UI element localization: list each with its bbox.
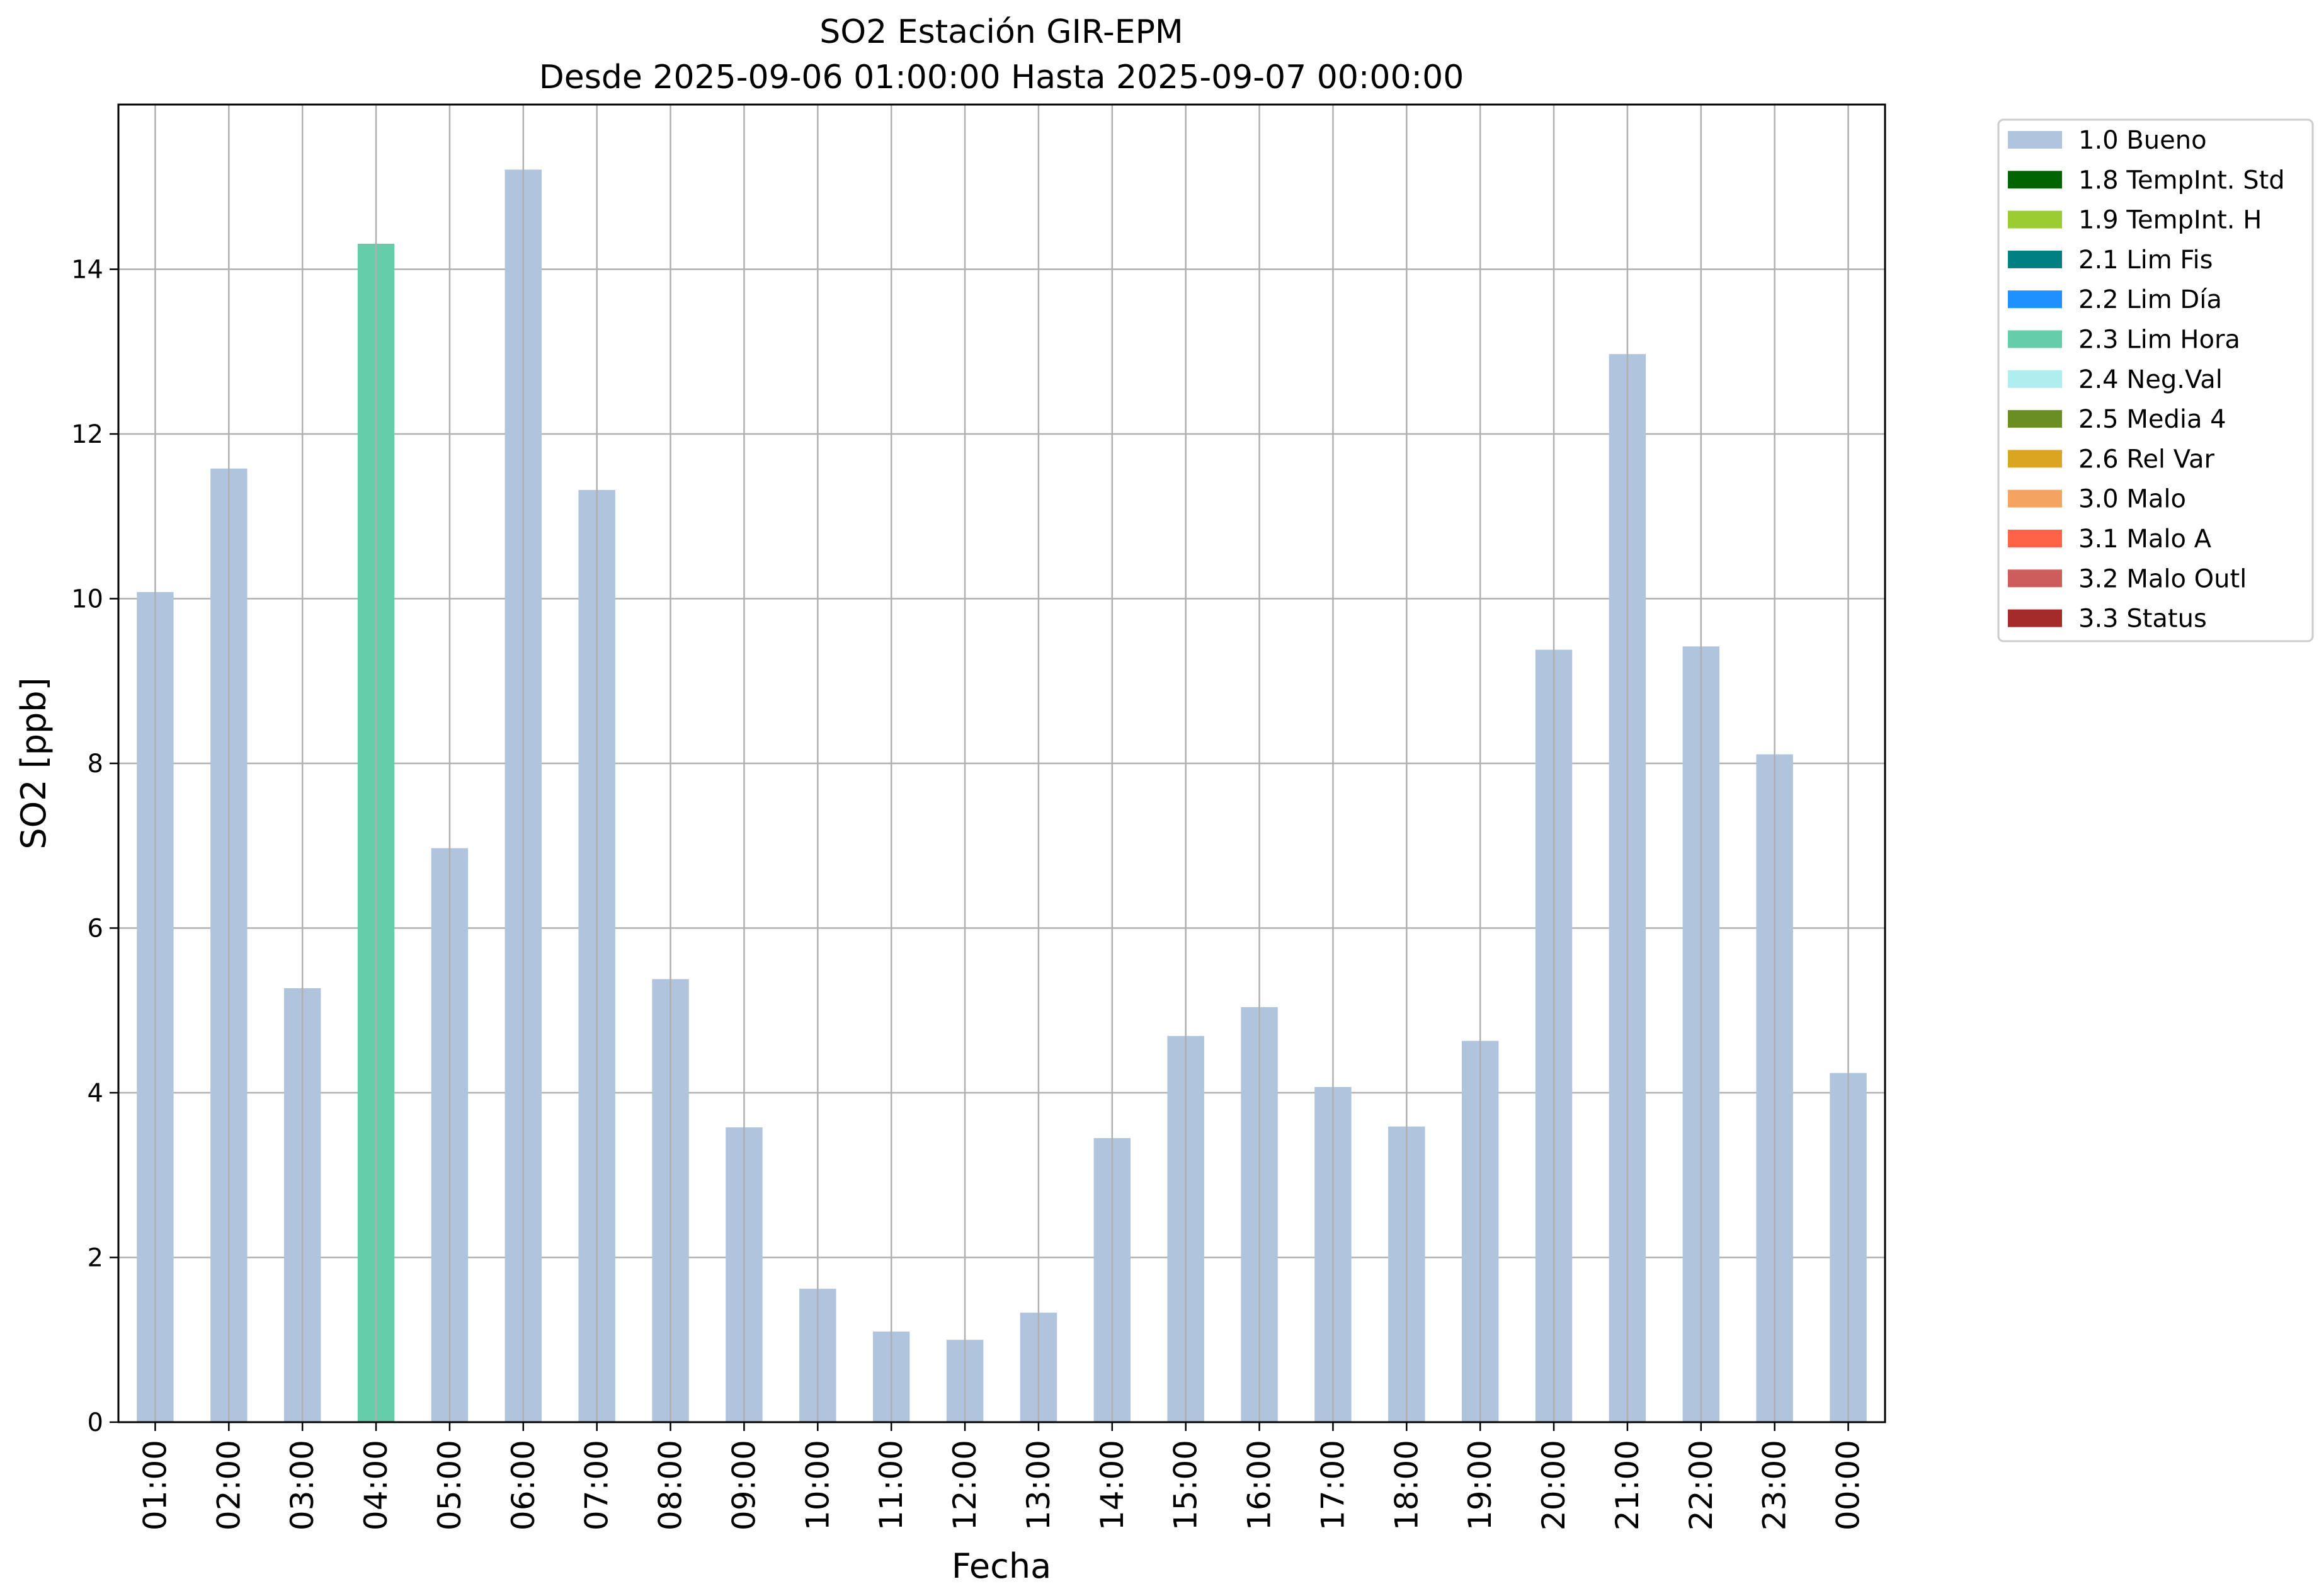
y-tick-label: 8 xyxy=(88,750,103,778)
legend-box xyxy=(1997,118,2314,642)
x-tick-label: 10:00 xyxy=(799,1440,836,1530)
legend-label: 2.4 Neg.Val xyxy=(2078,365,2223,394)
x-tick-label: 15:00 xyxy=(1168,1440,1204,1530)
y-axis-ticks: 0 2 4 6 8 10 12 14 xyxy=(71,256,118,1437)
x-tick-label: 12:00 xyxy=(947,1440,983,1530)
legend-label: 3.1 Malo A xyxy=(2078,525,2212,554)
y-tick-label: 2 xyxy=(88,1244,103,1273)
y-tick-label: 10 xyxy=(71,585,103,614)
legend-label: 1.9 TempInt. H xyxy=(2078,206,2262,235)
legend: 1.0 Bueno 1.8 TempInt. Std 1.9 TempInt. H 2… xyxy=(1997,118,2314,642)
chart-title: SO2 Estación GIR-EPM xyxy=(819,13,1183,51)
x-tick-label: 04:00 xyxy=(358,1440,394,1530)
legend-label: 2.2 Lim Día xyxy=(2078,285,2222,314)
x-tick-label: 08:00 xyxy=(652,1440,689,1530)
y-tick-label: 12 xyxy=(71,420,103,449)
x-tick-label: 01:00 xyxy=(137,1440,173,1530)
legend-swatch xyxy=(2008,370,2062,388)
legend-swatch xyxy=(2008,530,2062,547)
x-tick-label: 03:00 xyxy=(284,1440,321,1530)
x-tick-label: 14:00 xyxy=(1094,1440,1131,1530)
legend-swatch xyxy=(2008,290,2062,309)
legend-swatch xyxy=(2008,410,2062,428)
x-tick-label: 18:00 xyxy=(1388,1440,1425,1530)
legend-swatch xyxy=(2008,171,2062,189)
y-tick-label: 0 xyxy=(88,1408,103,1437)
legend-swatch xyxy=(2008,450,2062,468)
y-tick-label: 14 xyxy=(71,256,103,285)
legend-swatch xyxy=(2008,489,2062,508)
y-axis-label: SO2 [ppb] xyxy=(14,677,54,849)
y-tick-label: 4 xyxy=(88,1079,103,1108)
bars-group xyxy=(137,169,1867,1423)
legend-label: 2.1 Lim Fis xyxy=(2078,246,2213,275)
legend-label: 1.8 TempInt. Std xyxy=(2078,166,2285,195)
legend-swatch xyxy=(2008,250,2062,268)
chart-subtitle: Desde 2025-09-06 01:00:00 Hasta 2025-09-… xyxy=(539,59,1464,96)
x-tick-label: 05:00 xyxy=(431,1440,468,1530)
legend-label: 3.0 Malo xyxy=(2078,485,2186,514)
x-tick-label: 07:00 xyxy=(579,1440,615,1530)
legend-label: 3.3 Status xyxy=(2078,605,2207,634)
legend-label: 2.5 Media 4 xyxy=(2078,405,2226,434)
legend-label: 1.0 Bueno xyxy=(2078,126,2207,155)
legend-swatch xyxy=(2008,131,2062,149)
x-tick-label: 19:00 xyxy=(1462,1440,1498,1530)
x-tick-label: 21:00 xyxy=(1609,1440,1646,1530)
x-tick-label: 22:00 xyxy=(1683,1440,1719,1530)
x-tick-label: 13:00 xyxy=(1020,1440,1057,1530)
x-tick-label: 17:00 xyxy=(1314,1440,1351,1530)
grid-lines xyxy=(118,268,1885,1423)
legend-swatch xyxy=(2008,330,2062,348)
legend-label: 2.6 Rel Var xyxy=(2078,445,2215,474)
x-axis-label: Fecha xyxy=(952,1546,1051,1586)
x-tick-label: 09:00 xyxy=(726,1440,762,1530)
x-tick-label: 16:00 xyxy=(1241,1440,1278,1530)
x-tick-label: 00:00 xyxy=(1830,1440,1867,1530)
x-tick-label: 06:00 xyxy=(505,1440,542,1530)
x-tick-label: 11:00 xyxy=(873,1440,909,1530)
y-tick-label: 6 xyxy=(88,915,103,943)
x-tick-label: 23:00 xyxy=(1757,1440,1793,1530)
legend-label: 2.3 Lim Hora xyxy=(2078,326,2240,355)
vertical-grid-lines xyxy=(154,105,1849,1422)
legend-swatch xyxy=(2008,210,2062,229)
x-tick-label: 02:00 xyxy=(210,1440,247,1530)
legend-label: 3.2 Malo Outl xyxy=(2078,564,2247,593)
legend-swatch xyxy=(2008,569,2062,588)
x-tick-label: 20:00 xyxy=(1536,1440,1572,1530)
legend-swatch xyxy=(2008,609,2062,627)
x-axis-ticks: 01:00 02:00 03:00 04:00 05:00 06:00 07:00 08:00… xyxy=(137,1422,1867,1530)
